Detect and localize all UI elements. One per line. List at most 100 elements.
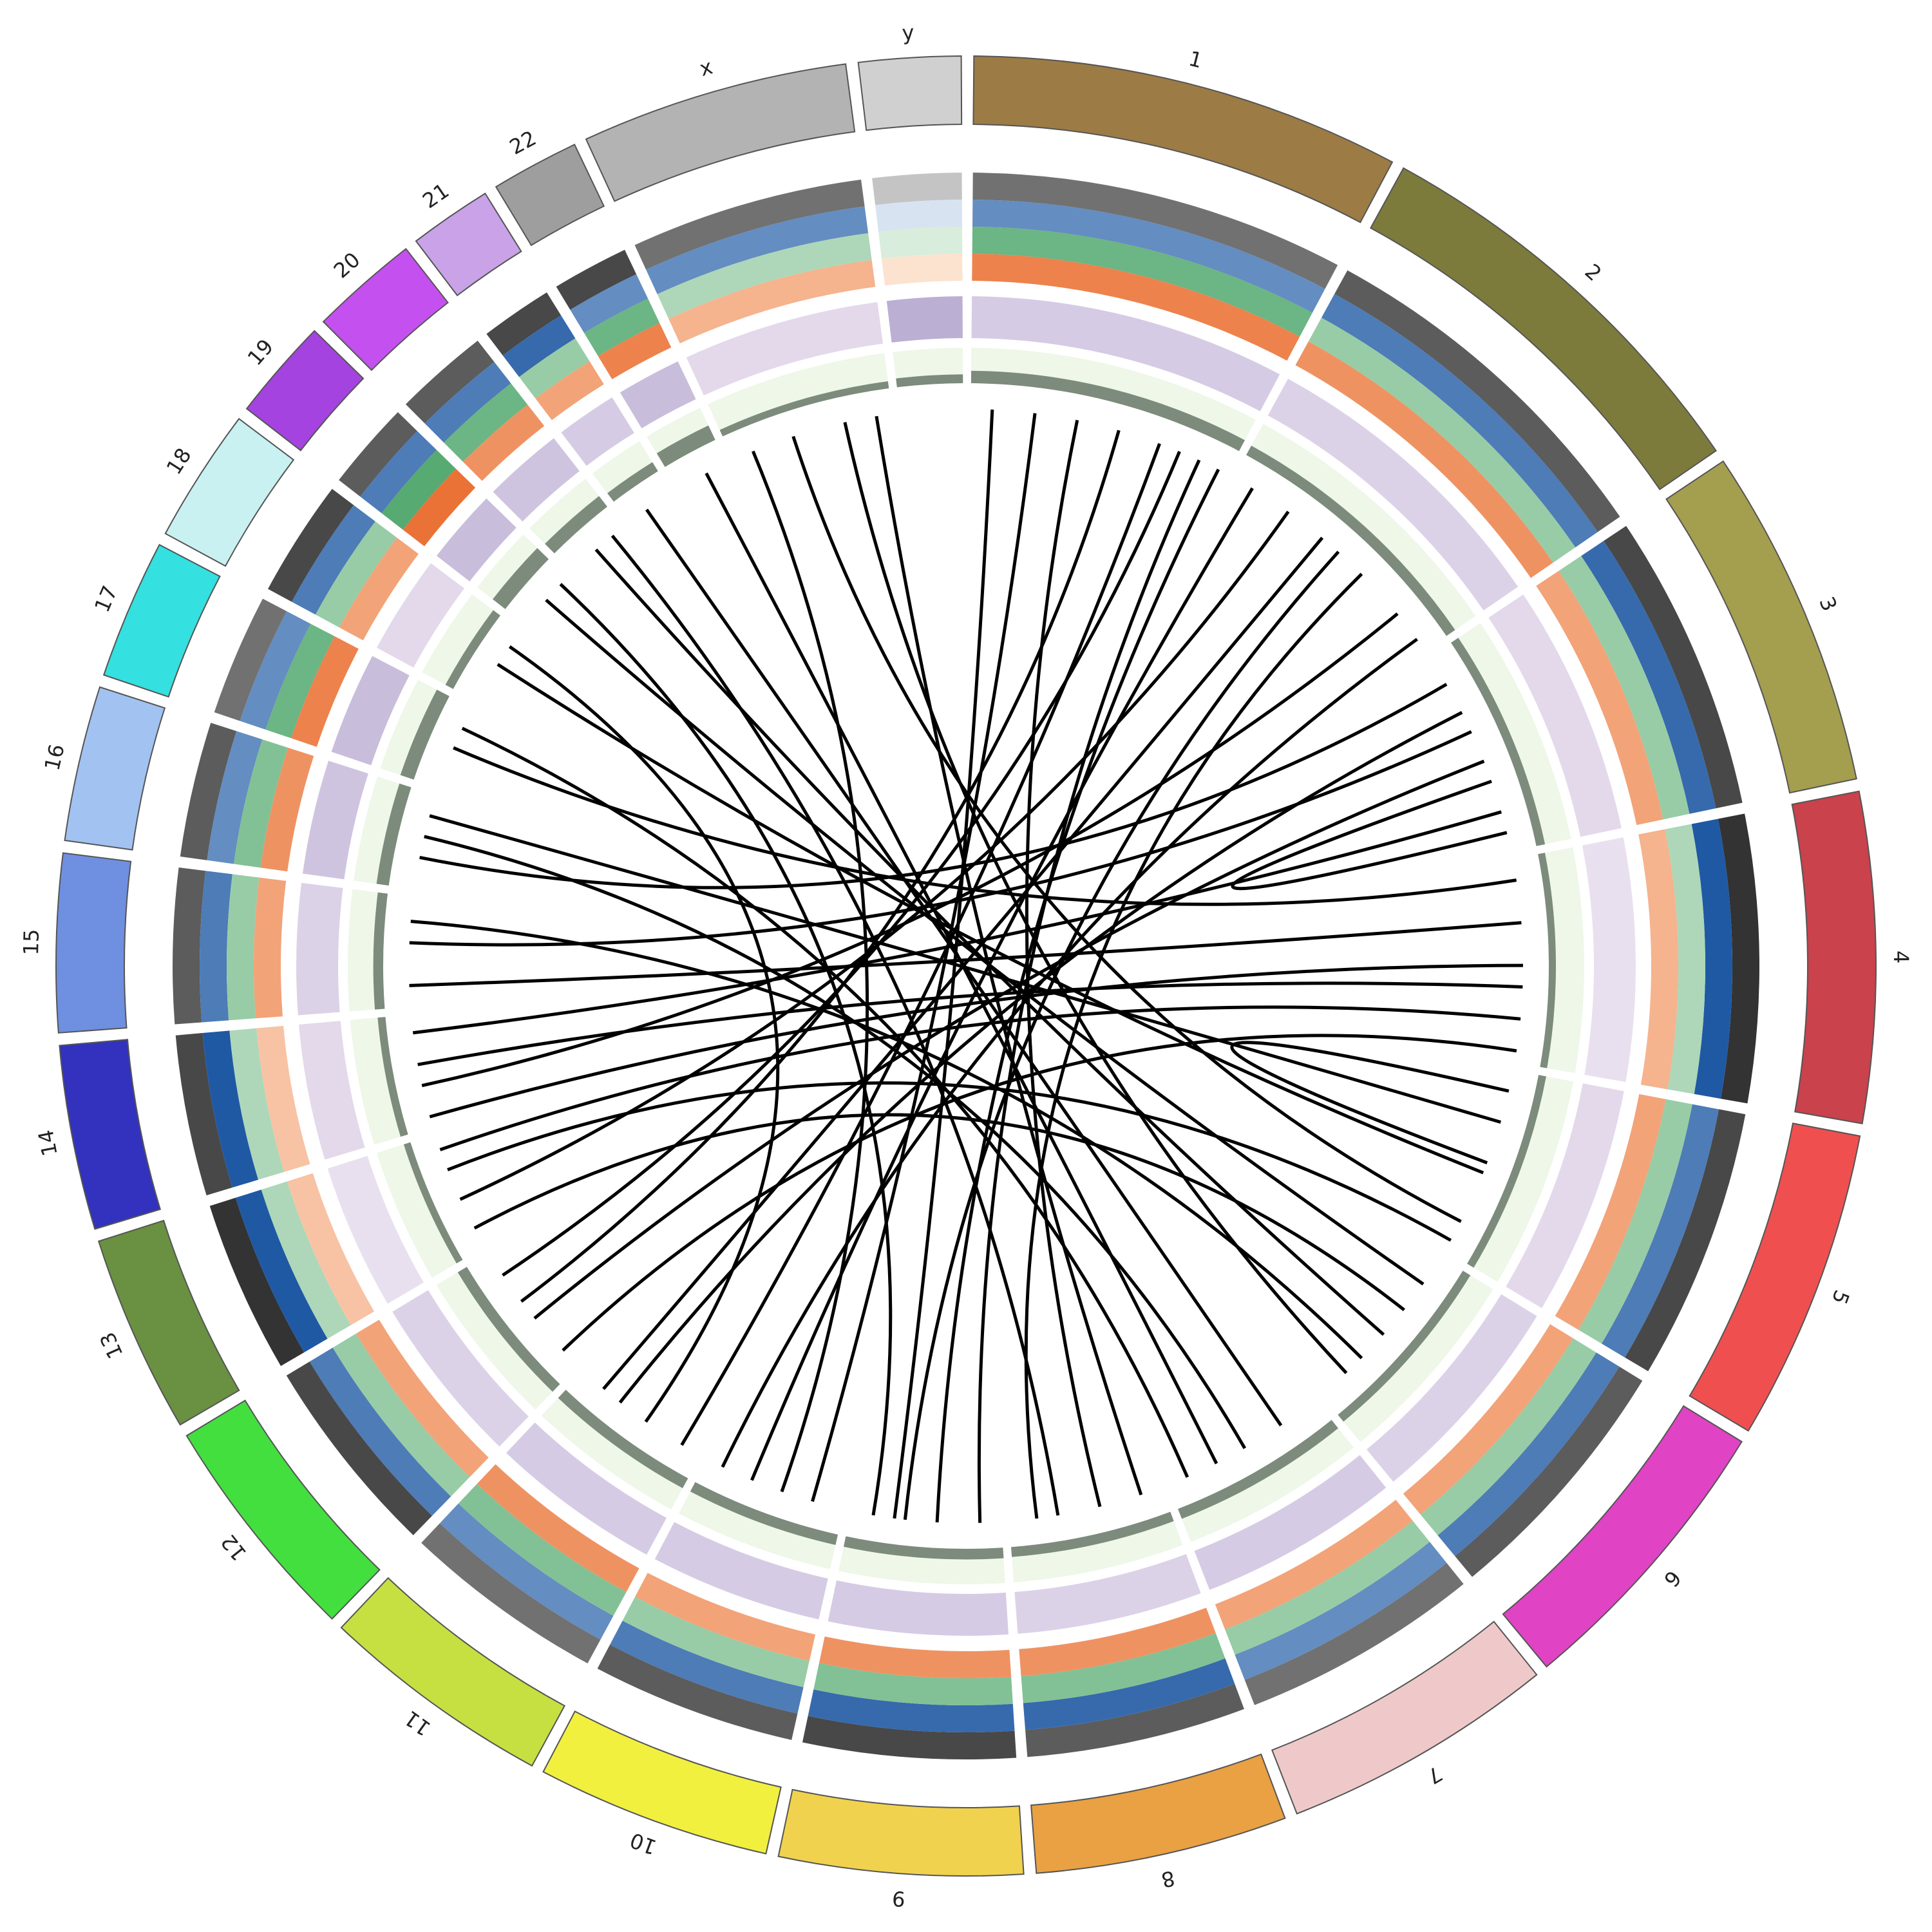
histogram-bar (1467, 1075, 1546, 1268)
heatmap-cell (240, 611, 311, 730)
link (935, 468, 1220, 1522)
link (497, 663, 1484, 1175)
link (439, 1005, 1521, 1151)
histogram-bar (373, 892, 388, 1010)
chromosome (495, 144, 605, 247)
chromosome-label: 12 (216, 1530, 251, 1566)
histogram-bar (493, 547, 549, 609)
histogram-bar (1338, 1271, 1471, 1422)
heatmap-cell (287, 1173, 375, 1325)
histogram-background (350, 1017, 408, 1145)
chromosome (245, 330, 365, 451)
heatmap-cell (1025, 1683, 1244, 1757)
chromosome (1502, 1405, 1743, 1668)
heatmap-cell (1625, 1109, 1746, 1372)
histogram-background (422, 594, 500, 689)
heatmap-cell (1601, 1104, 1719, 1358)
chromosome-label: 4 (1889, 951, 1913, 964)
chromosome-label: 17 (90, 582, 122, 616)
chromosome (857, 55, 963, 131)
heatmap-cell (646, 206, 869, 294)
heatmap-cell (971, 296, 1280, 412)
link (453, 746, 1517, 906)
histogram-bar (1246, 445, 1455, 636)
chromosome-label: 7 (1423, 1761, 1446, 1789)
heatmap-cell (610, 1620, 804, 1714)
chromosome-label: 16 (40, 742, 70, 773)
heatmap-cell (402, 468, 476, 547)
link (508, 645, 780, 1423)
heatmap-cell (622, 1596, 810, 1687)
heatmap-cell (1225, 1520, 1430, 1655)
heatmap-cell (265, 623, 335, 739)
heatmap-cell (972, 200, 1325, 313)
heatmap-cell (298, 1021, 365, 1160)
heatmap-cell (1194, 1455, 1387, 1590)
histogram-background (708, 353, 889, 437)
heatmap-cell (570, 274, 649, 333)
heatmap-cell (886, 296, 963, 343)
link (502, 451, 1181, 1277)
link (421, 612, 1399, 1088)
link (1231, 779, 1508, 891)
heatmap-cell (1536, 571, 1663, 826)
heatmap-cell (175, 1033, 232, 1196)
histogram-bar (558, 1389, 688, 1488)
link (618, 711, 1463, 1404)
heatmap-cell (598, 323, 672, 379)
chromosome (1030, 1753, 1286, 1874)
heatmap-cell (261, 1181, 351, 1339)
heatmap-cell (254, 877, 287, 1019)
chromosome (322, 247, 449, 372)
link (545, 598, 1425, 1285)
heatmap-cell (268, 489, 354, 602)
heatmap-cell (620, 361, 696, 429)
chromosome-label: y (901, 20, 914, 45)
heatmap-cell (634, 179, 865, 270)
link (903, 551, 1340, 1520)
heatmap-cell (1021, 1633, 1226, 1703)
heatmap-cell (296, 882, 343, 1016)
heatmap-cell (813, 1663, 1013, 1706)
chromosome-label: 22 (506, 126, 540, 160)
heatmap-cell (1244, 1562, 1464, 1705)
chromosome (585, 63, 856, 202)
chromosome-label: 5 (1826, 1287, 1854, 1307)
heatmap-cell (173, 867, 206, 1025)
link (705, 472, 1218, 1464)
histogram-bar (1178, 1419, 1338, 1519)
histogram-bar (1011, 1511, 1174, 1557)
heatmap-cell (462, 404, 545, 481)
link (410, 920, 1363, 1359)
histogram-bar (690, 1482, 838, 1545)
link (1230, 1041, 1510, 1164)
heatmap-cell (209, 1197, 305, 1367)
heatmap-cell (1019, 1607, 1216, 1676)
link (419, 683, 1448, 889)
chromosome (102, 544, 221, 698)
heatmap-cell (229, 1028, 285, 1180)
chromosome-label: 8 (1159, 1866, 1177, 1893)
heatmap-cell (286, 1361, 432, 1535)
heatmap-cell (535, 361, 604, 421)
link (562, 1034, 1517, 1352)
histogram-background (541, 1389, 688, 1510)
histogram-bar (1538, 853, 1556, 1068)
histogram-bar (1451, 638, 1546, 846)
heatmap-cell (1582, 837, 1636, 1083)
heatmap-cell (332, 1333, 470, 1497)
chromosome (185, 1399, 381, 1620)
heatmap-cell (1403, 1324, 1573, 1515)
link (752, 450, 869, 1493)
heatmap-cell (309, 1347, 451, 1516)
link (680, 443, 1161, 1446)
heatmap-cell (972, 254, 1300, 361)
chromosome (1689, 1122, 1861, 1432)
heatmap-cell (233, 739, 289, 868)
heatmap-cell (1506, 1083, 1624, 1309)
heatmap-cell (458, 1484, 627, 1616)
chromosome (97, 1220, 240, 1426)
chromosome (1370, 167, 1718, 491)
heatmap-cell (291, 636, 359, 747)
link (473, 1113, 1405, 1312)
